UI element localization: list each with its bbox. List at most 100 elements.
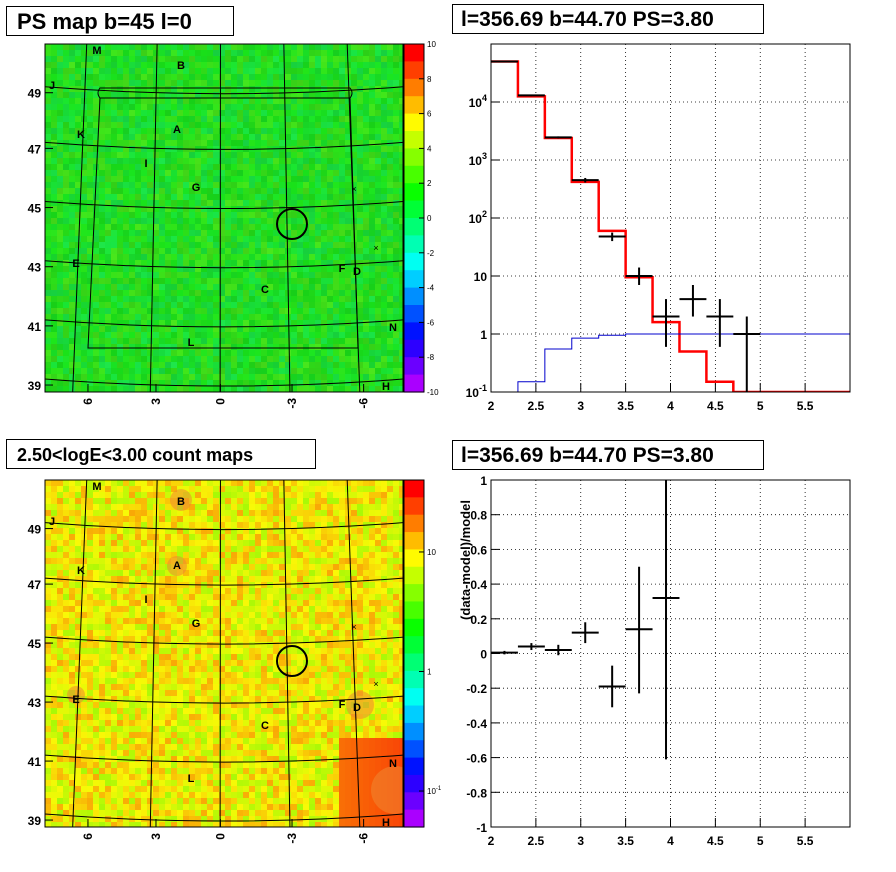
- source-circle: [276, 645, 308, 677]
- colorbar-cell: [404, 44, 424, 62]
- colorbar-cell: [404, 601, 424, 620]
- colorbar-cell: [404, 809, 424, 828]
- source-blob: [67, 686, 85, 704]
- data-point: [706, 299, 734, 347]
- colorbar-cell: [404, 514, 424, 533]
- map-frame: [44, 43, 404, 393]
- region-label: A: [173, 124, 181, 136]
- data-point: [517, 94, 545, 97]
- plot-area: [491, 480, 680, 760]
- y-tick-label: 0.8: [470, 509, 487, 523]
- region-label: G: [192, 618, 201, 630]
- residual-point: [517, 643, 545, 651]
- x-tick-label: 5.5: [797, 399, 814, 413]
- colorbar-cell: [404, 774, 424, 793]
- map-pixels: [45, 480, 403, 827]
- y-tick-label: 1: [480, 474, 487, 488]
- colorbar-cell: [404, 165, 424, 184]
- region-label: D: [353, 266, 361, 278]
- longitude-line: [149, 480, 158, 827]
- data-point: [544, 136, 572, 139]
- x-tick-label: 3: [149, 833, 163, 840]
- x-tick-label: 6: [81, 833, 95, 840]
- latitude-line: [45, 522, 403, 531]
- x-tick-label: 5: [757, 834, 764, 848]
- region-label: D: [353, 702, 361, 714]
- ps-map-panel: × × M B J A K I G E F D C N L H 49 47 45 43 41 39 6 3 0 -3 -6 10 8 6 4…: [28, 40, 439, 409]
- colorbar-cell: [404, 549, 424, 568]
- region-label: C: [261, 284, 269, 296]
- colorbar-cell: [404, 670, 424, 689]
- x-tick-label: 0: [213, 398, 227, 405]
- region-label: H: [382, 381, 390, 393]
- x-tick-label: 2.5: [528, 834, 545, 848]
- colorbar-cell: [404, 96, 424, 115]
- latitude-line: [45, 754, 403, 763]
- source-blob: [371, 766, 403, 814]
- region-label: I: [144, 158, 147, 170]
- y-tick-label: -0.8: [466, 786, 487, 800]
- colorbar-cell: [404, 357, 424, 376]
- y-tick-label: 0.2: [470, 613, 487, 627]
- region-label: L: [188, 773, 195, 785]
- y-tick-label: 45: [28, 202, 42, 216]
- colorbar-tick-label: -8: [427, 353, 435, 362]
- y-tick-label: 45: [28, 637, 42, 651]
- colorbar-cell: [404, 584, 424, 603]
- y-tick-label: 47: [28, 578, 42, 592]
- latitude-line: [45, 378, 403, 387]
- colorbar-tick-label: 10: [427, 548, 436, 557]
- longitude-line: [346, 480, 361, 827]
- x-tick-label: -3: [285, 398, 299, 409]
- data-point: [491, 60, 518, 63]
- ps-map-title: PS map b=45 l=0: [6, 6, 234, 36]
- longitude-line: [149, 44, 158, 392]
- latitude-line: [45, 577, 403, 586]
- longitude-line: [72, 480, 88, 827]
- colorbar-cell: [404, 740, 424, 759]
- cross-marker: ×: [351, 184, 356, 194]
- x-tick-label: 3.5: [617, 834, 634, 848]
- residual-point: [491, 650, 518, 655]
- colorbar-cell: [404, 148, 424, 167]
- background-histogram: [491, 333, 850, 392]
- colorbar-cell: [404, 497, 424, 516]
- region-label: G: [192, 182, 201, 194]
- colorbar-cell: [404, 113, 424, 132]
- y-tick-label: 10: [474, 270, 488, 284]
- coordinate-grid: [45, 480, 403, 827]
- roi-outline: [87, 87, 359, 349]
- map-pixels: [45, 44, 403, 392]
- latitude-line: [45, 636, 403, 645]
- colorbar-cell: [404, 339, 424, 358]
- plot-area: [491, 60, 850, 392]
- colorbar-tick-label: 6: [427, 110, 432, 119]
- x-tick-label: 2: [488, 834, 495, 848]
- source-blob: [167, 556, 187, 576]
- latitude-line: [45, 695, 403, 704]
- x-tick-label: 3.5: [617, 399, 634, 413]
- region-label: M: [92, 45, 101, 57]
- colorbar-tick-label: -6: [427, 318, 435, 327]
- y-tick-label: -0.4: [466, 717, 487, 731]
- colorbar-cell: [404, 688, 424, 707]
- residual-point: [571, 622, 599, 644]
- x-tick-label: 3: [577, 834, 584, 848]
- colorbar-tick-label: 0: [427, 214, 432, 223]
- y-tick-label: 102: [469, 209, 487, 226]
- colorbar-cell: [404, 287, 424, 306]
- region-label: F: [339, 263, 346, 275]
- colorbar-tick-label: -10: [427, 388, 439, 397]
- colorbar-cell: [404, 131, 424, 149]
- latitude-line: [45, 141, 403, 150]
- longitude-line: [283, 44, 291, 392]
- colorbar-cell: [404, 374, 424, 393]
- y-tick-label: 43: [28, 261, 42, 275]
- cross-marker: ×: [373, 243, 378, 253]
- grid: [490, 479, 850, 828]
- longitude-line: [283, 480, 291, 827]
- residual-point: [544, 644, 572, 656]
- colorbar-cell: [404, 200, 424, 219]
- residual-point: [625, 566, 653, 694]
